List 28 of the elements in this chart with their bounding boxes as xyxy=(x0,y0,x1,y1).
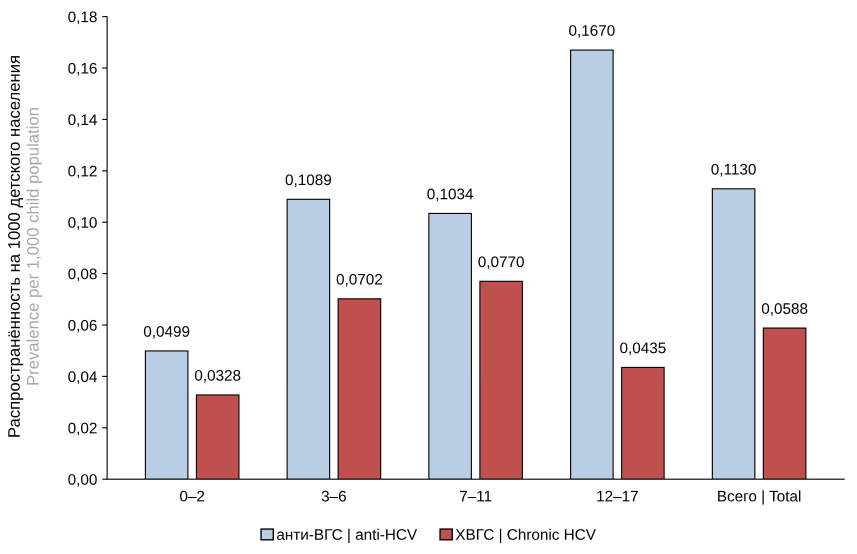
y-tick-label: 0,14 xyxy=(68,114,97,127)
y-tick-label: 0,02 xyxy=(68,422,97,436)
data-label: 0,1670 xyxy=(569,25,615,38)
x-tick-label: 3–6 xyxy=(322,490,346,502)
data-label: 0,0588 xyxy=(762,303,808,316)
x-tick-label: Всего | Total xyxy=(718,490,800,505)
legend-label: ХВГС | Chronic HCV xyxy=(456,528,596,544)
x-tick-label: 0–2 xyxy=(180,490,204,502)
y-axis-title: Распространённость на 1000 детского населения Prevalence per 1,000 child population xyxy=(8,56,42,437)
y-tick-label: 0,10 xyxy=(68,217,97,230)
data-label: 0,0328 xyxy=(194,370,240,383)
y-tick-label: 0,16 xyxy=(68,62,97,76)
data-label: 0,1130 xyxy=(711,164,756,176)
data-label: 0,0702 xyxy=(336,274,382,286)
data-label: 0,1089 xyxy=(286,174,332,188)
data-label: 0,0435 xyxy=(620,342,666,356)
legend-label: анти-ВГС | anti-HCV xyxy=(276,528,418,544)
y-tick-label: 0,08 xyxy=(68,268,97,282)
data-label: 0,1034 xyxy=(427,188,474,202)
y-tick-label: 0,00 xyxy=(68,474,97,487)
x-tick-label: 7–11 xyxy=(460,490,492,502)
data-label: 0,0499 xyxy=(144,326,190,339)
y-tick-label: 0,18 xyxy=(68,11,97,24)
x-tick-label: 12–17 xyxy=(597,490,638,502)
y-tick-label: 0,12 xyxy=(68,166,97,178)
y-tick-label: 0,06 xyxy=(68,320,97,333)
y-tick-label: 0,04 xyxy=(68,371,97,384)
data-label: 0,0770 xyxy=(478,256,524,269)
